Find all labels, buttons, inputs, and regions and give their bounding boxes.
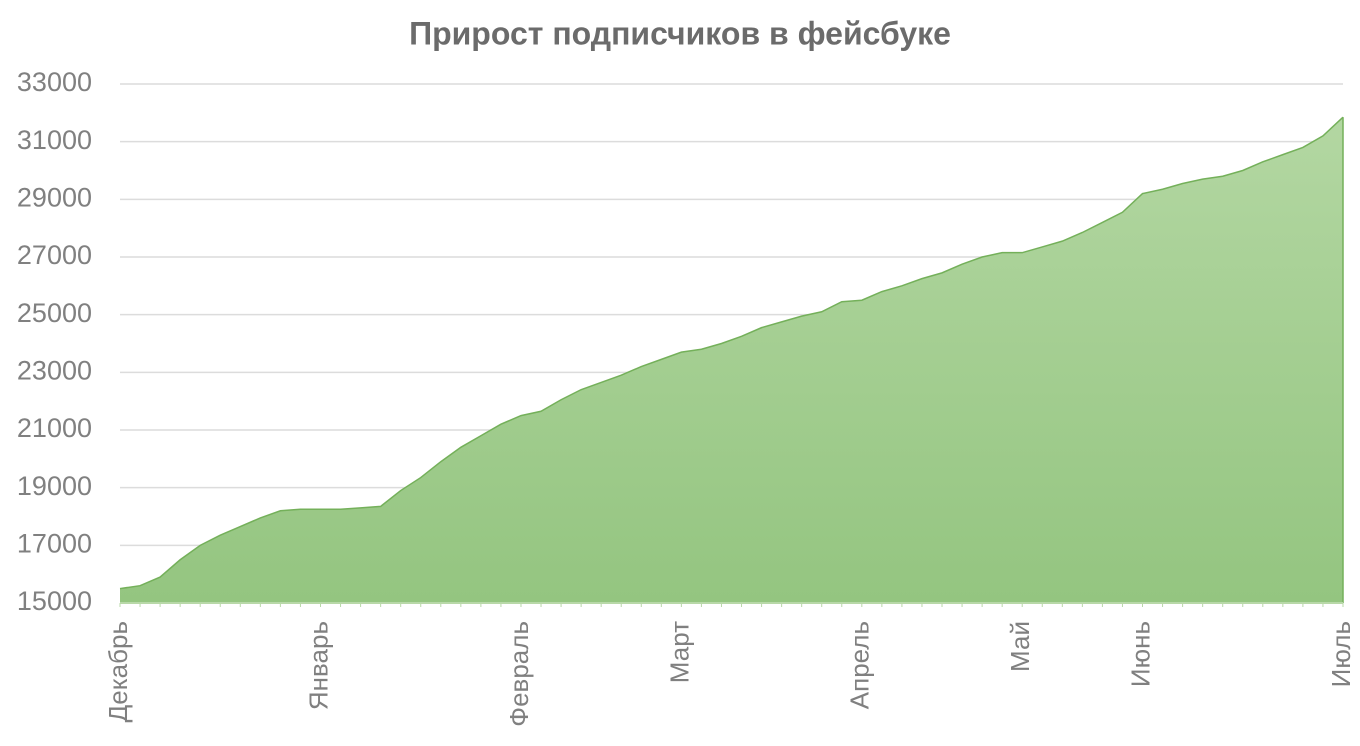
x-tick-label: Январь: [303, 621, 333, 710]
y-tick-label: 23000: [17, 355, 92, 385]
chart-title: Прирост подписчиков в фейсбуке: [409, 15, 951, 51]
x-tick-label: Февраль: [504, 621, 534, 727]
area: [120, 117, 1343, 604]
x-tick-label: Май: [1005, 621, 1035, 672]
x-tick-label: Март: [664, 621, 694, 683]
x-tick-label: Декабрь: [103, 621, 133, 722]
y-tick-label: 15000: [17, 586, 92, 616]
x-tick-label: Июль: [1326, 621, 1356, 687]
y-tick-label: 25000: [17, 298, 92, 328]
x-tick-label: Июнь: [1125, 621, 1155, 687]
area-line: [119, 116, 1344, 590]
y-tick-label: 27000: [17, 240, 92, 270]
y-tick-label: 29000: [17, 182, 92, 212]
y-tick-label: 17000: [17, 528, 92, 558]
y-tick-label: 31000: [17, 125, 92, 155]
x-tick-label: Апрель: [845, 621, 875, 709]
y-tick-label: 33000: [17, 67, 92, 97]
y-tick-label: 21000: [17, 413, 92, 443]
y-tick-label: 19000: [17, 471, 92, 501]
